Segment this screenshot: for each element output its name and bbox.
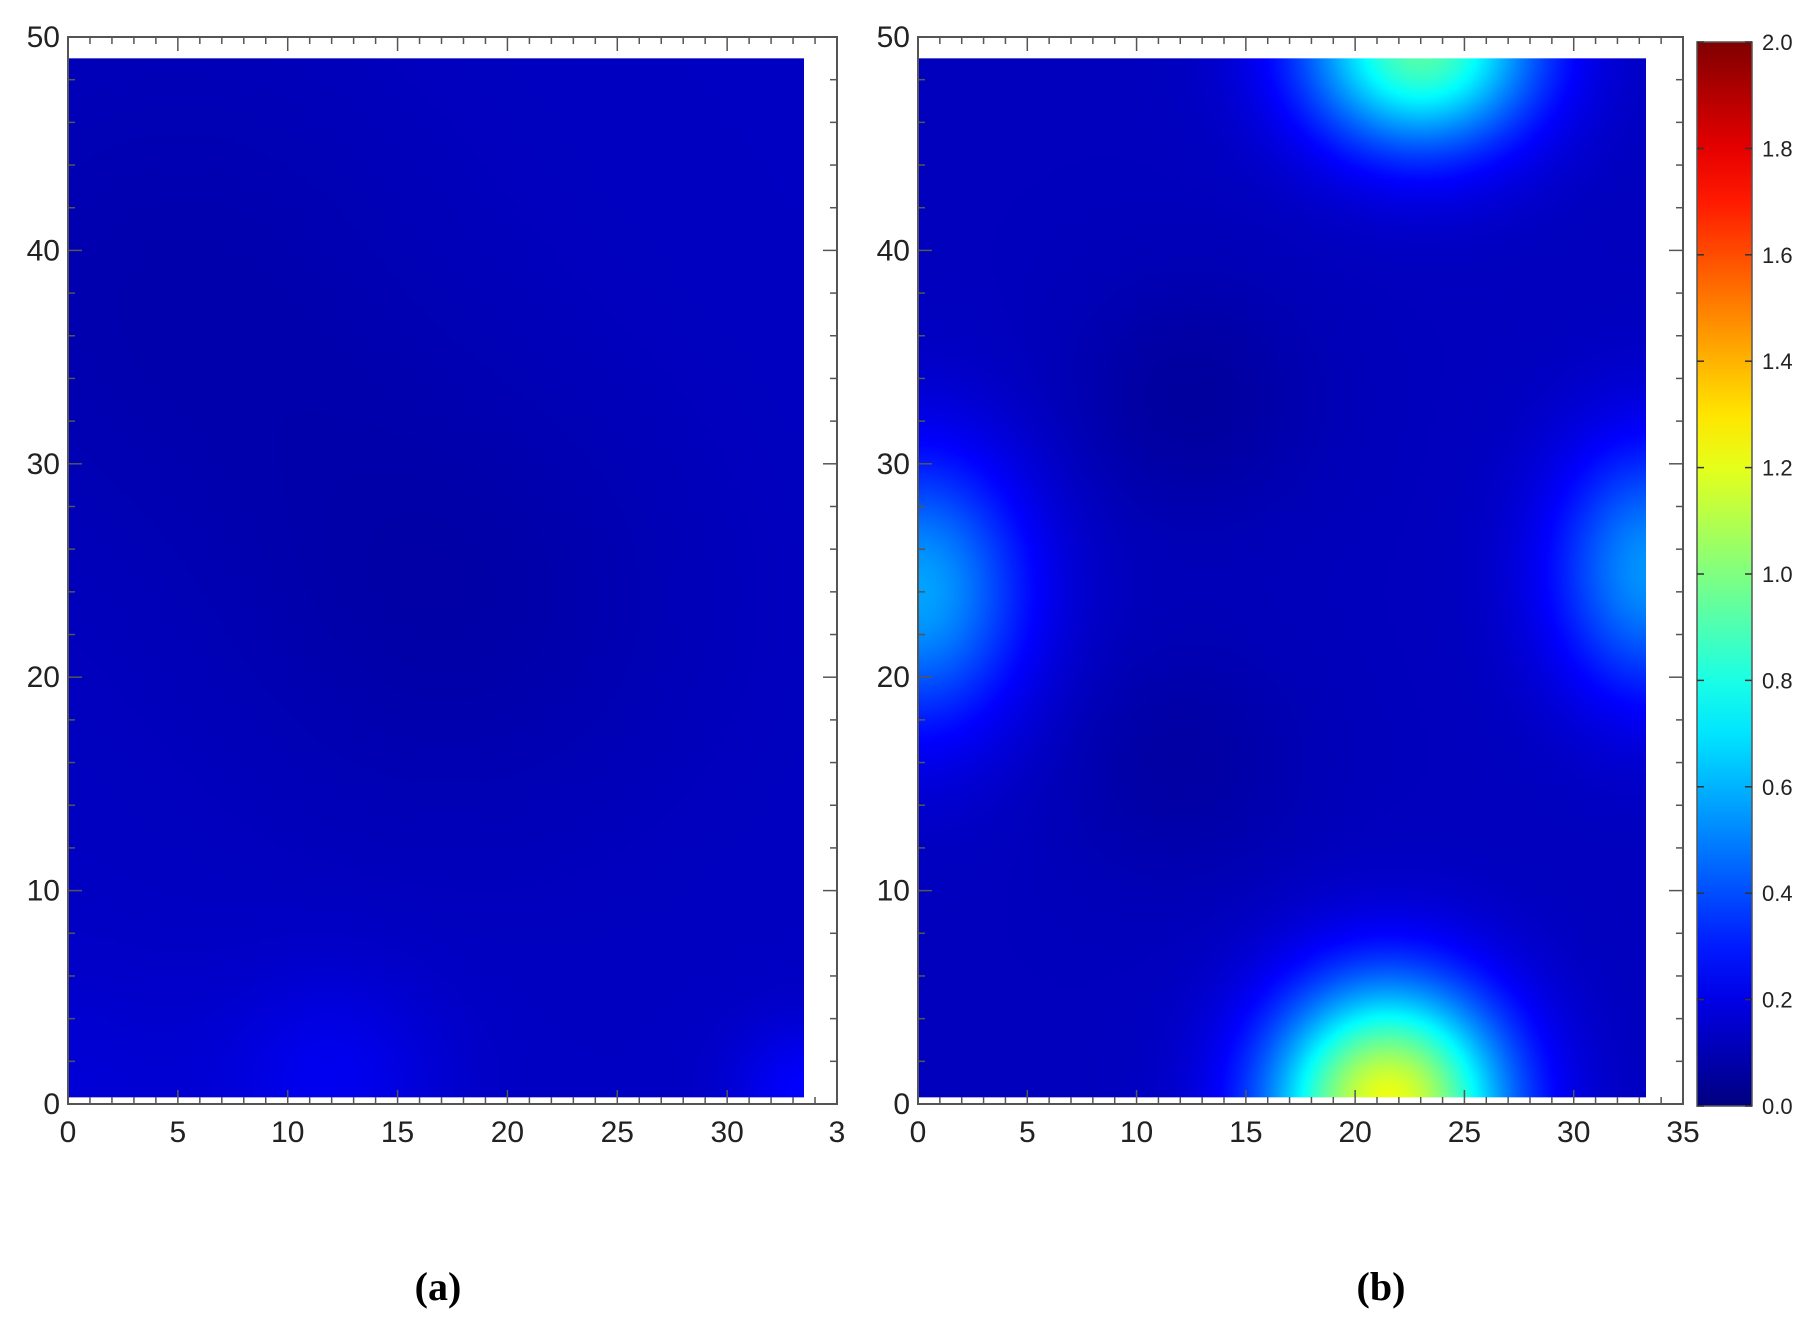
colorbar-tick-label: 0.4 [1762,881,1793,906]
colorbar-tick-label: 1.4 [1762,349,1793,374]
y-tick-label: 20 [27,661,60,694]
colorbar-gradient [1696,41,1753,1107]
x-tick-label: 30 [1557,1116,1590,1149]
colorbar-tick-label: 1.6 [1762,243,1793,268]
x-tick-label: 0 [60,1116,77,1149]
colorbar-tick-label: 1.8 [1762,136,1793,161]
y-tick-label: 10 [877,875,910,908]
heatmap-field [68,58,804,1098]
y-tick-label: 0 [893,1088,910,1121]
axis-ticks [67,36,838,1105]
axis-ticks [917,36,1684,1105]
x-tick-label: 10 [271,1116,304,1149]
heatmap-field [918,58,1646,1098]
x-tick-label: 30 [710,1116,743,1149]
x-tick-label: 20 [1338,1116,1371,1149]
colorbar-tick-label: 1.0 [1762,562,1793,587]
y-tick-label: 20 [877,661,910,694]
x-tick-label: 25 [1448,1116,1481,1149]
y-tick-label: 50 [877,21,910,54]
plot-frame [67,36,838,1105]
colorbar: 0.0 0.2 0.4 0.6 0.8 1.0 1.2 1.4 1.6 1.8 2.0 [1696,30,1793,1119]
heatmap-panel-b: 0 5 10 15 20 25 30 35 0 10 20 30 40 50 [877,21,1700,1149]
y-tick-label: 0 [43,1088,60,1121]
colorbar-tick-label: 0.0 [1762,1094,1793,1119]
plot-frame [917,36,1684,1105]
x-tick-label: 25 [601,1116,634,1149]
x-tick-label: 5 [1019,1116,1036,1149]
colorbar-tick-label: 2.0 [1762,30,1793,55]
colorbar-tick-label: 0.6 [1762,775,1793,800]
panel-label-a: (a) [415,1264,462,1309]
y-tick-label: 30 [27,448,60,481]
x-tick-label: 35 [1666,1116,1699,1149]
colorbar-tick-label: 0.8 [1762,668,1793,693]
x-tick-label: 15 [381,1116,414,1149]
x-tick-label: 0 [910,1116,927,1149]
x-tick-label: 15 [1229,1116,1262,1149]
panel-label-b: (b) [1357,1264,1406,1309]
y-tick-label: 10 [27,875,60,908]
colorbar-tick-label: 0.2 [1762,988,1793,1013]
y-tick-label: 40 [27,234,60,267]
y-tick-label: 30 [877,448,910,481]
x-tick-label: 3 [829,1116,846,1149]
x-tick-label: 10 [1120,1116,1153,1149]
x-tick-label: 5 [170,1116,187,1149]
x-tick-label: 20 [491,1116,524,1149]
colorbar-tick-label: 1.2 [1762,456,1793,481]
y-tick-label: 50 [27,21,60,54]
y-tick-label: 40 [877,234,910,267]
